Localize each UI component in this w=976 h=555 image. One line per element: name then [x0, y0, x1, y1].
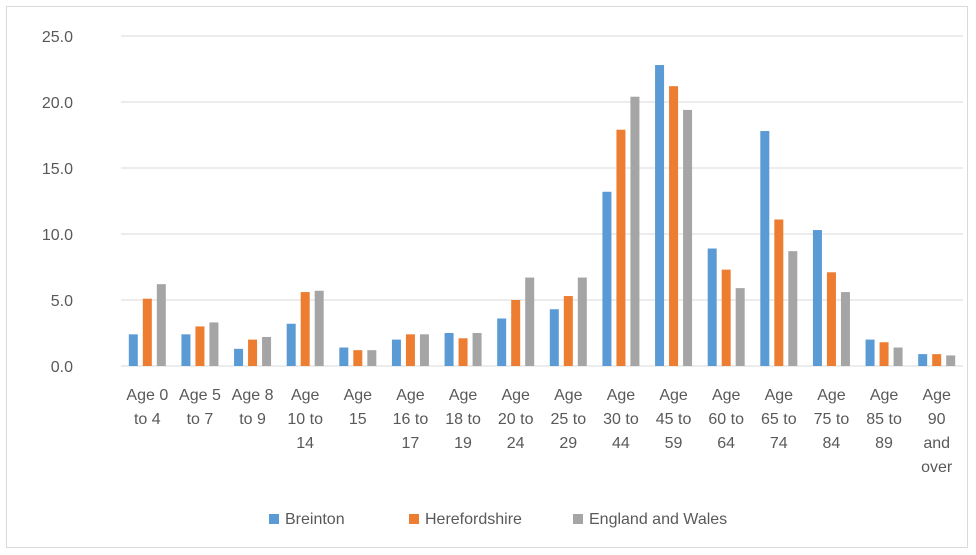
bar-herefordshire — [774, 219, 784, 366]
bar-breinton — [549, 309, 559, 366]
bar-breinton — [497, 318, 507, 366]
y-tick-label: 15.0 — [42, 161, 73, 178]
chart-frame: 0.0 5.0 10.0 15.0 20.0 25.0 Age 0 to 4 Age 5 to … — [6, 6, 968, 548]
bar-breinton — [655, 65, 665, 366]
y-tick-label: 0.0 — [51, 359, 73, 376]
bar-herefordshire — [142, 298, 152, 366]
bar-breinton — [339, 347, 349, 366]
bar-england-and-wales — [314, 290, 324, 366]
x-tick-label: Age 65 to 74 — [761, 387, 797, 452]
legend-label: England and Wales — [589, 511, 727, 528]
legend: Breinton Herefordshire England and Wales — [269, 511, 727, 528]
bar-breinton — [444, 333, 454, 366]
x-tick-label: Age 90 and over — [921, 387, 953, 476]
bar-herefordshire — [932, 354, 942, 366]
bar-england-and-wales — [525, 277, 535, 366]
x-tick-label: Age 85 to 89 — [866, 387, 902, 452]
bar-breinton — [812, 230, 822, 366]
x-tick-label: Age 60 to 64 — [708, 387, 744, 452]
bar-england-and-wales — [946, 355, 956, 366]
x-tick-label: Age 18 to 19 — [445, 387, 481, 452]
bar-herefordshire — [248, 339, 258, 366]
bar-herefordshire — [563, 296, 573, 366]
x-tick-label: Age 16 to 17 — [393, 387, 429, 452]
bar-england-and-wales — [630, 96, 640, 366]
legend-swatch — [269, 514, 279, 524]
y-tick-label: 20.0 — [42, 95, 73, 112]
x-tick-label: Age 8 to 9 — [232, 387, 274, 428]
legend-swatch — [573, 514, 583, 524]
bar-herefordshire — [405, 334, 415, 366]
bar-breinton — [286, 323, 296, 366]
bar-herefordshire — [511, 300, 521, 366]
bar-herefordshire — [353, 350, 363, 366]
x-tick-label: Age 0 to 4 — [126, 387, 168, 428]
x-tick-label: Age 75 to 84 — [814, 387, 850, 452]
bar-england-and-wales — [840, 292, 850, 366]
y-axis: 0.0 5.0 10.0 15.0 20.0 25.0 — [42, 29, 73, 376]
bar-england-and-wales — [209, 322, 219, 366]
bar-breinton — [602, 191, 612, 366]
bar-england-and-wales — [683, 109, 693, 367]
legend-label: Breinton — [285, 511, 345, 528]
bar-england-and-wales — [262, 336, 272, 366]
x-tick-label: Age 25 to 29 — [551, 387, 587, 452]
y-tick-label: 5.0 — [51, 293, 73, 310]
bar-england-and-wales — [893, 347, 903, 366]
bar-england-and-wales — [577, 277, 587, 366]
bar-herefordshire — [616, 129, 626, 366]
x-axis: Age 0 to 4 Age 5 to 7 Age 8 to 9 Age 10 to 14 Age… — [126, 387, 953, 476]
bar-herefordshire — [458, 338, 468, 366]
bar-england-and-wales — [156, 284, 166, 366]
x-tick-label: Age 30 to 44 — [603, 387, 639, 452]
bar-herefordshire — [826, 272, 836, 366]
bar-breinton — [128, 334, 138, 366]
bar-breinton — [181, 334, 191, 366]
age-distribution-bar-chart: 0.0 5.0 10.0 15.0 20.0 25.0 Age 0 to 4 Age 5 to … — [42, 29, 963, 528]
legend-label: Herefordshire — [425, 511, 522, 528]
x-tick-label: Age 45 to 59 — [656, 387, 692, 452]
bar-herefordshire — [195, 326, 205, 366]
bar-england-and-wales — [419, 334, 429, 366]
x-tick-label: Age 15 — [344, 387, 373, 428]
x-tick-label: Age 5 to 7 — [179, 387, 221, 428]
legend-swatch — [409, 514, 419, 524]
gridlines — [121, 35, 963, 367]
x-tick-label: Age 20 to 24 — [498, 387, 534, 452]
bar-breinton — [391, 339, 401, 366]
y-tick-label: 25.0 — [42, 29, 73, 46]
bar-england-and-wales — [788, 251, 798, 366]
bar-breinton — [234, 348, 244, 366]
bar-herefordshire — [300, 292, 310, 366]
bar-breinton — [918, 354, 928, 366]
bars — [128, 65, 956, 367]
bar-breinton — [707, 248, 717, 366]
bar-england-and-wales — [367, 350, 377, 366]
bar-breinton — [760, 131, 770, 366]
bar-herefordshire — [669, 86, 679, 366]
bar-herefordshire — [721, 269, 731, 366]
bar-herefordshire — [879, 342, 889, 366]
bar-england-and-wales — [735, 288, 745, 366]
bar-breinton — [865, 339, 875, 366]
x-tick-label: Age 10 to 14 — [287, 387, 323, 452]
y-tick-label: 10.0 — [42, 227, 73, 244]
bar-england-and-wales — [472, 333, 482, 366]
